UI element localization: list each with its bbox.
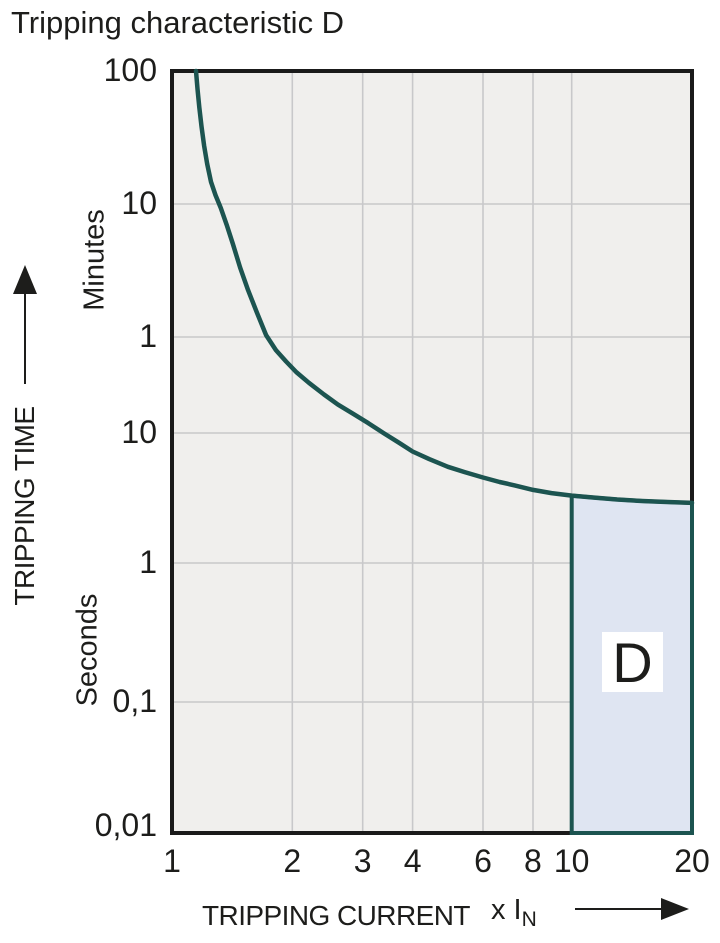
x-tick-label: 2 — [283, 843, 302, 879]
x-tick-label: 3 — [353, 843, 372, 879]
y-tick-label: 10 — [121, 414, 157, 450]
chart-title: Tripping characteristic D — [11, 5, 345, 40]
y-axis-arrow-icon — [13, 265, 37, 384]
x-tick-label: 20 — [674, 843, 710, 879]
y-tick-label: 1 — [139, 544, 157, 580]
x-axis-arrow-icon — [575, 898, 689, 920]
x-tick-label: 4 — [403, 843, 422, 879]
y-tick-label: 0,01 — [94, 807, 157, 843]
x-tick-label: 10 — [553, 843, 590, 879]
x-axis-title: TRIPPING CURRENT — [202, 900, 470, 931]
y-tick-label: 10 — [121, 185, 157, 221]
x-axis-unit-text: x I — [491, 894, 522, 926]
x-tick-label: 1 — [163, 843, 181, 879]
x-axis-unit: x IN — [491, 894, 537, 930]
x-tick-label: 8 — [524, 843, 542, 879]
x-axis-unit-subscript: N — [521, 907, 537, 931]
y-tick-label: 1 — [139, 318, 157, 354]
trip-curve — [193, 68, 695, 506]
region-d-label: D — [602, 631, 663, 694]
y-axis-title: TRIPPING TIME — [9, 406, 40, 606]
y-tick-label: 100 — [103, 52, 157, 88]
plot-border — [170, 69, 694, 835]
y-tick-label: 0,1 — [112, 683, 157, 719]
y-axis-unit-minutes: Minutes — [78, 209, 111, 311]
x-tick-label: 6 — [474, 843, 492, 879]
y-axis-unit-seconds: Seconds — [71, 593, 104, 707]
